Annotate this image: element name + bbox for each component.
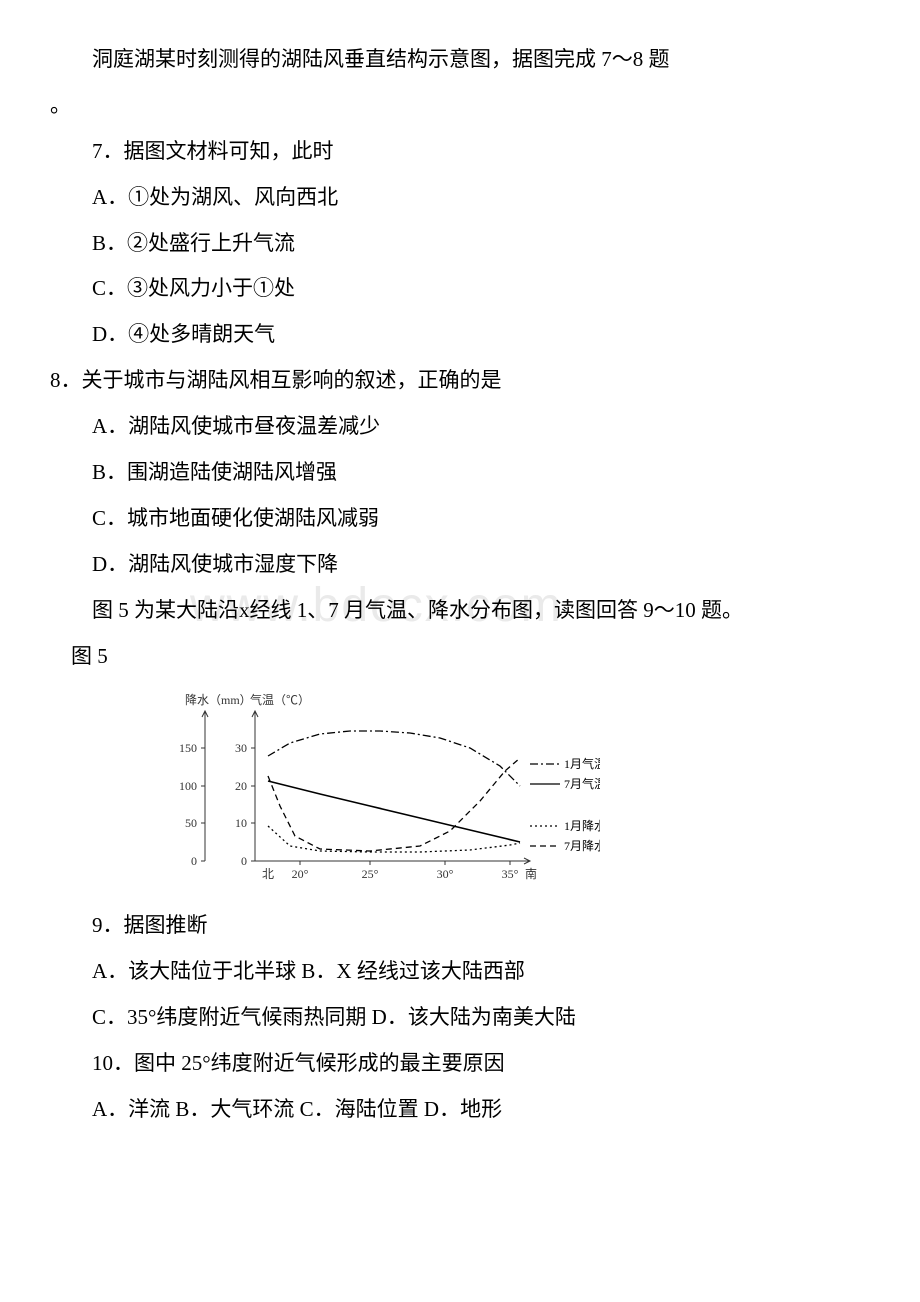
svg-text:1月气温: 1月气温 (564, 756, 600, 771)
svg-text:20°: 20° (292, 867, 309, 881)
svg-text:150: 150 (179, 741, 197, 755)
svg-text:50: 50 (185, 816, 197, 830)
svg-text:气温（℃）: 气温（℃） (250, 692, 310, 707)
q8-A: A．湖陆风使城市昼夜温差减少 (50, 407, 870, 447)
q8-label: 8．关于城市与湖陆风相互影响的叙述，正确的是 (50, 361, 870, 401)
svg-text:降水（mm）: 降水（mm） (185, 693, 252, 707)
q10-line1: A．洋流 B．大气环流 C．海陆位置 D．地形 (50, 1090, 870, 1130)
intro-7-8: 洞庭湖某时刻测得的湖陆风垂直结构示意图，据图完成 7～8 题 (50, 40, 870, 80)
svg-text:35°: 35° (502, 867, 519, 881)
q9-line2: C．35°纬度附近气候雨热同期 D．该大陆为南美大陆 (50, 998, 870, 1038)
svg-text:0: 0 (241, 854, 247, 868)
fig5-label: 图 5 (50, 637, 870, 677)
q8-C: C．城市地面硬化使湖陆风减弱 (50, 499, 870, 539)
svg-text:30: 30 (235, 741, 247, 755)
q7-A: A．①处为湖风、风向西北 (50, 178, 870, 218)
svg-text:南: 南 (525, 866, 537, 881)
svg-text:0: 0 (191, 854, 197, 868)
svg-text:7月降水: 7月降水 (564, 839, 600, 853)
intro-text: 洞庭湖某时刻测得的湖陆风垂直结构示意图，据图完成 7～8 题 (92, 47, 670, 71)
q8-B: B．围湖造陆使湖陆风增强 (50, 453, 870, 493)
q7-B: B．②处盛行上升气流 (50, 224, 870, 264)
svg-text:100: 100 (179, 779, 197, 793)
chart-figure-5: 降水（mm）气温（℃） 0 50 100 150 0 10 20 30 20° 25° 30° 35° 北… (170, 686, 870, 896)
svg-text:北: 北 (262, 867, 274, 881)
svg-text:1月降水: 1月降水 (564, 819, 600, 833)
svg-text:20: 20 (235, 779, 247, 793)
q10-label: 10．图中 25°纬度附近气候形成的最主要原因 (50, 1044, 870, 1084)
q7-C: C．③处风力小于①处 (50, 269, 870, 309)
q8-D: D．湖陆风使城市湿度下降 (50, 545, 870, 585)
svg-text:30°: 30° (437, 867, 454, 881)
q7-label: 7．据图文材料可知，此时 (50, 132, 870, 172)
q7-D: D．④处多晴朗天气 (50, 315, 870, 355)
q9-label: 9．据图推断 (50, 906, 870, 946)
q9-line1: A．该大陆位于北半球 B．X 经线过该大陆西部 (50, 952, 870, 992)
svg-text:7月气温: 7月气温 (564, 776, 600, 791)
climate-chart: 降水（mm）气温（℃） 0 50 100 150 0 10 20 30 20° 25° 30° 35° 北… (170, 686, 600, 896)
svg-text:10: 10 (235, 816, 247, 830)
intro-tail: 。 (50, 86, 870, 126)
svg-text:25°: 25° (362, 867, 379, 881)
fig5-intro: 图 5 为某大陆沿x经线 1、7 月气温、降水分布图，读图回答 9～10 题。 (50, 591, 870, 631)
